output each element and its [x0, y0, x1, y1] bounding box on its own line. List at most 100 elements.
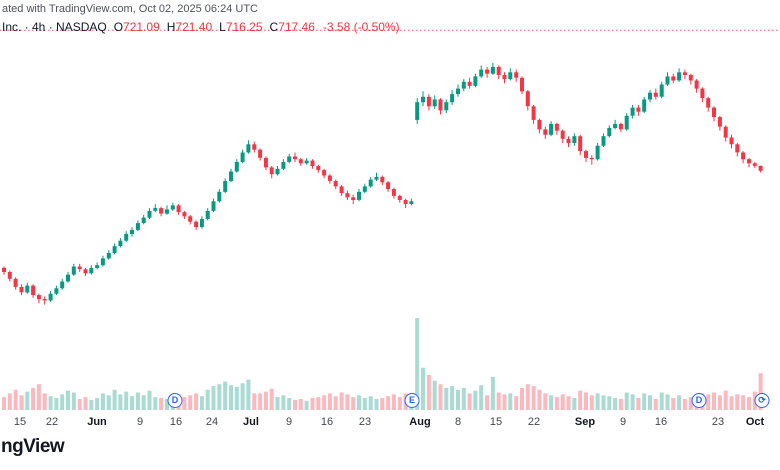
- volume-bar: [66, 390, 70, 410]
- volume-bar: [31, 387, 36, 410]
- candle-body-down: [316, 166, 321, 171]
- volume-bar: [432, 380, 437, 410]
- candle-body-up: [362, 186, 367, 192]
- volume-bar: [263, 391, 268, 410]
- volume-bar: [386, 396, 391, 410]
- candle-body-up: [199, 219, 204, 228]
- volume-bar: [281, 395, 286, 410]
- symbol-legend: Inc. · 4h · NASDAQ O721.09 H721.40 L716.…: [2, 20, 400, 34]
- volume-bar: [135, 392, 140, 410]
- volume-bar: [560, 394, 565, 410]
- volume-bar: [636, 398, 641, 410]
- volume-bar: [83, 397, 88, 410]
- volume-bar: [589, 395, 594, 410]
- candle-body-down: [7, 272, 12, 279]
- volume-bar: [531, 386, 536, 410]
- candle-body-up: [89, 267, 94, 274]
- candle-body-up: [601, 136, 606, 146]
- candle-body-up: [141, 217, 146, 223]
- volume-bar: [339, 392, 344, 410]
- candle-body-up: [106, 253, 111, 259]
- volume-bar: [351, 397, 356, 410]
- refresh-badge[interactable]: ⟳: [754, 393, 770, 408]
- volume-bar: [112, 389, 117, 410]
- candle-body-down: [310, 160, 315, 166]
- candle-body-down: [293, 156, 297, 160]
- candle-body-down: [682, 72, 687, 75]
- volume-bar: [391, 394, 396, 410]
- dividend-badge[interactable]: D: [691, 393, 707, 408]
- volume-bar: [42, 393, 47, 410]
- volume-bar: [19, 395, 24, 410]
- candle-body-down: [758, 165, 763, 171]
- volume-bar: [304, 400, 309, 410]
- volume-bar: [525, 384, 530, 410]
- candle-body-up: [368, 179, 373, 187]
- candle-body-down: [712, 107, 716, 118]
- candle-body-down: [537, 119, 542, 130]
- volume-bar: [362, 398, 367, 410]
- earnings-badge[interactable]: E: [404, 393, 420, 408]
- volume-bar: [613, 398, 618, 410]
- candle-body-up: [275, 168, 280, 175]
- volume-bar: [473, 390, 478, 410]
- candle-body-down: [741, 152, 746, 160]
- volume-bar: [618, 399, 623, 410]
- candle-body-up: [665, 76, 670, 85]
- candle-body-down: [397, 195, 402, 200]
- candle-body-down: [391, 189, 396, 196]
- candle-body-down: [322, 170, 327, 176]
- volume-bar: [374, 399, 379, 410]
- ohlc-open: O721.09: [113, 20, 160, 34]
- volume-bar: [520, 387, 524, 410]
- candle-body-up: [118, 240, 123, 247]
- volume-bar: [677, 395, 682, 410]
- candle-body-down: [269, 167, 274, 175]
- volume-bar: [106, 395, 111, 410]
- volume-bar: [584, 392, 588, 410]
- candle-body-up: [357, 191, 361, 200]
- candle-body-up: [304, 160, 309, 164]
- volume-bar: [205, 389, 210, 410]
- candle-body-up: [165, 209, 169, 214]
- volume-bar: [729, 396, 734, 410]
- candle-body-up: [648, 92, 652, 100]
- candle-body-down: [747, 159, 751, 164]
- candle-body-up: [60, 281, 65, 289]
- candle-body-up: [479, 69, 484, 77]
- volume-bar: [723, 390, 728, 410]
- candle-body-up: [450, 94, 455, 103]
- symbol-title[interactable]: Inc. · 4h · NASDAQ: [2, 20, 107, 34]
- candle-body-up: [630, 107, 635, 116]
- candle-body-up: [374, 176, 379, 180]
- candle-body-up: [48, 293, 53, 301]
- candle-body-up: [432, 99, 437, 107]
- volume-bar: [159, 398, 164, 410]
- candle-body-up: [205, 210, 210, 219]
- candle-body-down: [176, 205, 181, 213]
- volume-bar: [71, 392, 76, 410]
- candle-body-up: [508, 72, 513, 80]
- volume-bar: [549, 395, 554, 410]
- volume-bar: [48, 396, 53, 410]
- candle-body-down: [386, 182, 391, 190]
- dividend-badge[interactable]: D: [167, 393, 183, 408]
- volume-bar: [554, 397, 559, 410]
- candle-body-up: [130, 229, 134, 234]
- volume-bar: [141, 395, 146, 410]
- volume-bar: [595, 393, 600, 410]
- volume-bar: [467, 393, 472, 410]
- candle-body-down: [589, 157, 594, 160]
- candle-body-down: [13, 278, 18, 287]
- candle-body-down: [31, 285, 36, 296]
- candle-body-down: [636, 107, 641, 112]
- candle-body-down: [700, 88, 705, 99]
- volume-bar: [741, 395, 746, 410]
- volume-bar: [269, 388, 274, 410]
- tradingview-logo[interactable]: ngView: [1, 436, 65, 457]
- candle-body-up: [246, 144, 251, 153]
- volume-bar: [199, 396, 204, 410]
- volume-bar: [706, 394, 711, 410]
- candle-body-down: [706, 98, 711, 108]
